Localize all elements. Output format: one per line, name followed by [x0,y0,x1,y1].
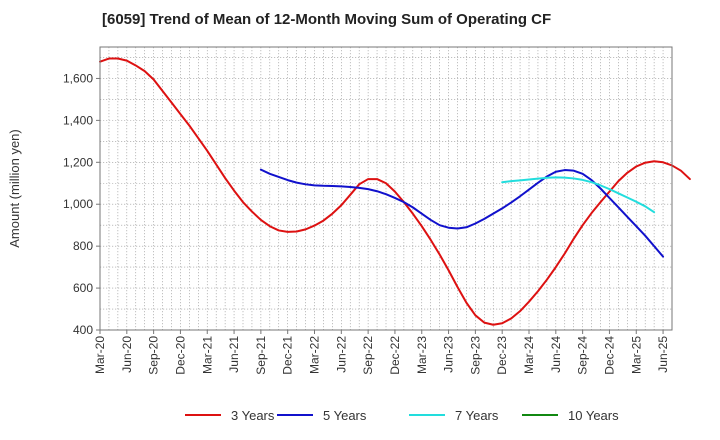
x-tick-label: Mar-25 [629,336,643,374]
series-line-5-years [259,168,665,258]
legend-label: 7 Years [455,407,499,423]
x-tick-label: Dec-21 [281,336,295,375]
x-tick-label: Dec-22 [388,336,402,375]
y-tick-label: 1,400 [63,113,93,127]
x-tick-label: Mar-22 [308,336,322,374]
y-tick-label: 600 [73,281,93,295]
y-tick-label: 1,600 [63,71,93,85]
x-tick-label: Sep-23 [468,336,482,375]
legend-swatch [277,414,313,416]
x-tick-label: Jun-25 [656,336,670,373]
series-line-7-years [501,176,656,214]
y-axis-title: Amount (million yen) [7,129,22,248]
x-tick-label: Jun-20 [120,336,134,373]
x-tick-label: Sep-24 [576,336,590,375]
legend-label: 10 Years [568,407,619,423]
y-tick-label: 800 [73,239,93,253]
y-axis-ticks: 400 600 800 1,000 1,200 1,400 1,600 [63,71,100,337]
series-layer [99,57,691,326]
x-tick-label: Jun-22 [334,336,348,373]
x-tick-label: Sep-20 [147,336,161,375]
x-tick-label: Mar-20 [93,336,107,374]
x-axis-ticks: Mar-20 Jun-20 Sep-20 Dec-20 Mar-21 Jun-21 Sep-… [93,330,670,375]
y-tick-label: 1,000 [63,197,93,211]
series-line-3-years [99,57,691,326]
legend-swatch [409,414,445,416]
plot-frame [99,46,673,331]
legend-swatch [522,414,558,416]
x-tick-label: Jun-21 [227,336,241,373]
y-tick-label: 400 [73,323,93,337]
x-tick-label: Jun-23 [442,336,456,373]
legend-label: 5 Years [323,407,367,423]
legend-item-5-years: 5 Years [277,405,366,425]
legend-item-7-years: 7 Years [409,405,498,425]
legend-swatch [185,414,221,416]
x-tick-label: Dec-24 [602,336,616,375]
chart-title: [6059] Trend of Mean of 12-Month Moving … [102,11,552,28]
x-tick-label: Mar-23 [415,336,429,374]
x-tick-label: Jun-24 [549,336,563,373]
x-tick-label: Mar-24 [522,336,536,374]
legend-item-3-years: 3 Years [185,405,274,425]
x-tick-label: Sep-22 [361,336,375,375]
x-tick-label: Dec-23 [495,336,509,375]
x-tick-label: Mar-21 [200,336,214,374]
legend-item-10-years: 10 Years [522,405,619,425]
legend: 3 Years 5 Years 7 Years 10 Years [0,405,720,425]
x-tick-label: Sep-21 [254,336,268,375]
x-tick-label: Dec-20 [173,336,187,375]
grid-layer [100,47,672,330]
legend-label: 3 Years [231,407,275,423]
y-tick-label: 1,200 [63,155,93,169]
